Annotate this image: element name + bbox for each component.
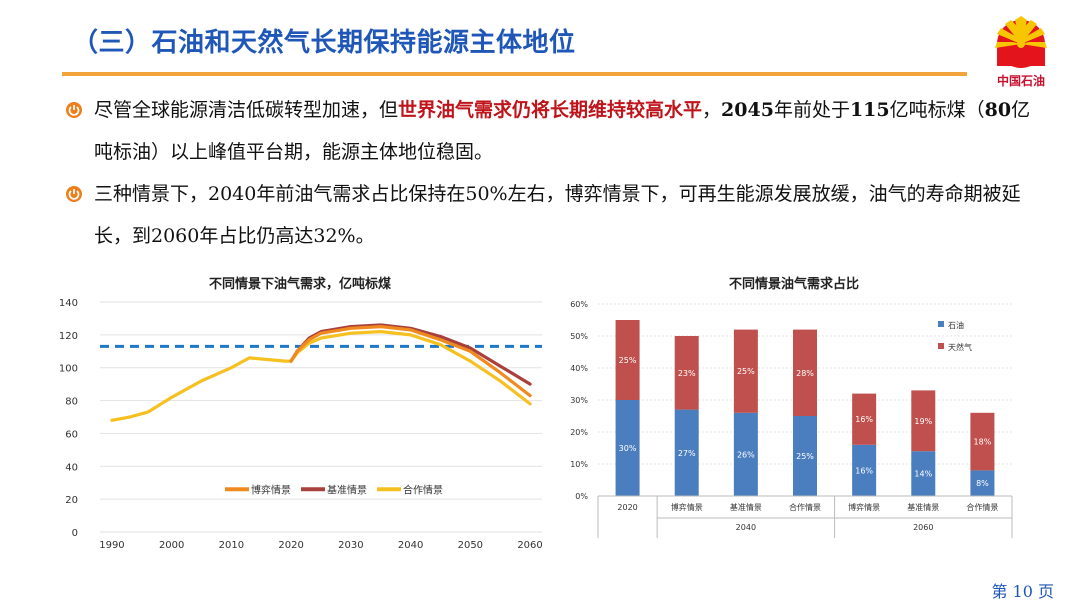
legend-label: 天然气	[948, 342, 972, 352]
x-tick-label: 2010	[219, 540, 244, 551]
y-tick-label: 0%	[575, 492, 588, 501]
x-tick-label: 2060	[517, 540, 542, 551]
category-label: 基准情景	[730, 502, 762, 512]
y-tick-label: 0	[72, 528, 78, 539]
bar-segment	[852, 393, 877, 445]
page-title: （三）石油和天然气长期保持能源主体地位	[72, 28, 576, 58]
bar-data-label: 28%	[796, 369, 814, 378]
legend-swatch	[938, 321, 944, 327]
y-tick-label: 40	[65, 462, 78, 473]
bar-data-label: 25%	[796, 452, 814, 461]
title-divider	[62, 72, 967, 76]
bar-segment	[793, 416, 817, 496]
x-tick-label: 2030	[338, 540, 363, 551]
bullet-power-icon	[66, 186, 82, 202]
legend-label: 博弈情景	[251, 483, 291, 496]
legend-label: 石油	[948, 320, 964, 330]
y-tick-label: 20%	[570, 428, 588, 437]
bullet-1-segment: ，	[702, 99, 722, 121]
x-tick-label: 2020	[278, 540, 303, 551]
y-tick-label: 50%	[570, 332, 588, 341]
bar-chart-title: 不同情景油气需求占比	[729, 276, 859, 292]
bar-segment	[970, 470, 995, 496]
bullet-1-segment: 2045	[721, 99, 774, 121]
bar-data-label: 8%	[976, 479, 989, 488]
y-tick-label: 60	[65, 429, 78, 440]
x-tick-label: 2050	[458, 540, 483, 551]
bullet-1-segment: 亿吨标煤（	[889, 99, 985, 121]
bar-segment	[674, 409, 699, 496]
bar-data-label: 25%	[619, 356, 637, 365]
bar-segment	[970, 412, 995, 471]
bar-data-label: 16%	[855, 466, 873, 475]
bar-segment	[733, 329, 758, 413]
bar-data-label: 26%	[737, 450, 755, 459]
y-tick-label: 20	[65, 495, 78, 506]
logo-text: 中国石油	[996, 74, 1045, 88]
y-tick-label: 100	[59, 364, 78, 375]
y-tick-label: 120	[59, 331, 78, 342]
bullet-2-segment: 三种情景下，2040年前油气需求占比保持在50%左右，博弈情景下，可再生能源发展…	[94, 183, 1021, 247]
legend-swatch	[938, 343, 944, 349]
y-tick-label: 80	[65, 397, 78, 408]
bullet-1-segment: 115	[849, 99, 890, 121]
bullet-1-segment: 世界油气需求仍将长期维持较高水平	[398, 99, 703, 121]
x-tick-label: 2000	[159, 540, 184, 551]
line-chart: 不同情景下油气需求，亿吨标煤 0 20 40 60 80 100 120 140 1990 2000…	[50, 268, 550, 558]
x-tick-label: 1990	[99, 540, 124, 551]
group-label: 2040	[736, 523, 756, 532]
bar-segment	[615, 320, 640, 400]
y-tick-label: 10%	[570, 460, 588, 469]
bullet-1-text: 尽管全球能源清洁低碳转型加速，但世界油气需求仍将长期维持较高水平，2045年前处…	[72, 89, 1032, 173]
y-tick-label: 140	[59, 298, 78, 309]
bar-chart-svg: 不同情景油气需求占比 0% 10% 20% 30% 40% 50% 60% 30% 25% 2020…	[570, 276, 1013, 538]
category-label: 2020	[617, 503, 637, 512]
bullet-1-segment: 年前处于	[773, 99, 850, 121]
line-chart-title: 不同情景下油气需求，亿吨标煤	[209, 276, 391, 292]
bar-data-label: 30%	[619, 444, 637, 453]
bullet-1-segment: 尽管全球能源清洁低碳转型加速，但	[94, 99, 399, 121]
legend-label: 合作情景	[403, 483, 443, 496]
y-tick-label: 40%	[570, 364, 588, 373]
bar-segment	[852, 444, 877, 496]
bullet-2-text: 三种情景下，2040年前油气需求占比保持在50%左右，博弈情景下，可再生能源发展…	[72, 173, 1032, 257]
series-line	[289, 325, 532, 398]
bar-data-label: 25%	[737, 367, 755, 376]
bar-data-label: 19%	[914, 417, 932, 426]
category-label: 博弈情景	[848, 502, 880, 512]
legend-label: 基准情景	[327, 483, 367, 496]
group-label: 2060	[913, 523, 933, 532]
bar-chart: 不同情景油气需求占比 0% 10% 20% 30% 40% 50% 60% 30% 25% 2020…	[562, 268, 1022, 538]
bullet-1: 尽管全球能源清洁低碳转型加速，但世界油气需求仍将长期维持较高水平，2045年前处…	[66, 89, 1032, 173]
petrochina-logo-icon	[995, 16, 1047, 68]
company-logo: 中国石油	[984, 14, 1058, 94]
bar-segment	[911, 390, 936, 452]
bar-data-label: 18%	[974, 438, 992, 447]
bar-segment	[911, 451, 936, 496]
bullet-2: 三种情景下，2040年前油气需求占比保持在50%左右，博弈情景下，可再生能源发展…	[66, 173, 1032, 257]
bar-segment	[674, 336, 699, 410]
bar-data-label: 14%	[914, 470, 932, 479]
x-tick-label: 2040	[398, 540, 423, 551]
bar-data-label: 16%	[855, 415, 873, 424]
category-label: 合作情景	[789, 502, 821, 512]
bar-segment	[615, 400, 640, 496]
bar-data-label: 27%	[678, 449, 696, 458]
bullet-1-segment: 亿吨标油）以上峰值平台期，能源主体地位稳固。	[94, 99, 1031, 163]
bar-data-label: 23%	[678, 369, 696, 378]
category-label: 基准情景	[907, 502, 939, 512]
bar-segment	[733, 412, 758, 496]
category-label: 博弈情景	[671, 502, 703, 512]
page-number: 第 10 页	[991, 582, 1054, 601]
bar-segment	[793, 329, 817, 416]
y-tick-label: 30%	[570, 396, 588, 405]
category-label: 合作情景	[966, 502, 998, 512]
bullet-1-segment: 80	[984, 99, 1012, 121]
bullet-power-icon	[66, 102, 82, 118]
y-tick-label: 60%	[570, 300, 588, 309]
